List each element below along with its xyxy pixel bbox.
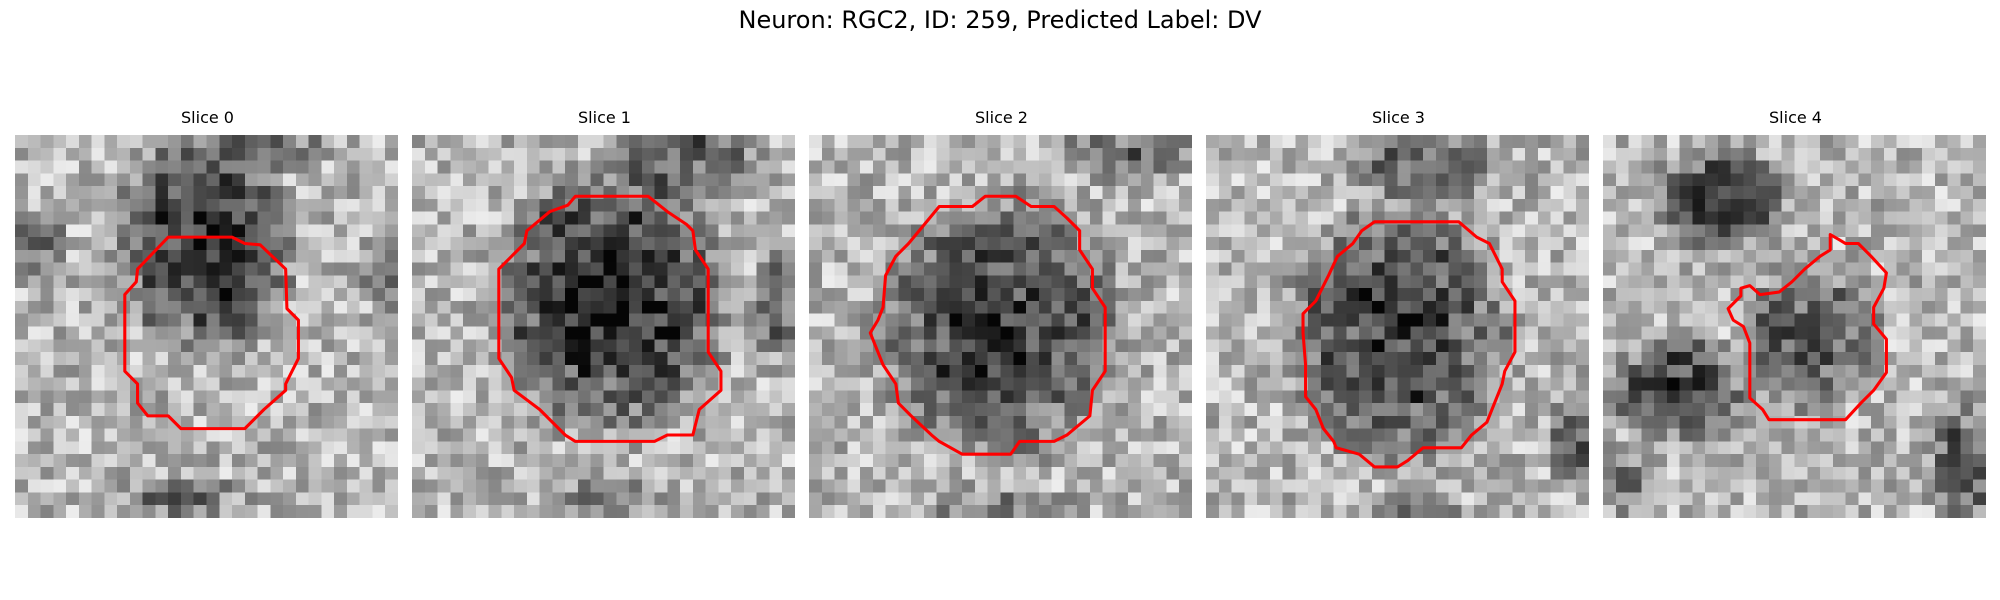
pixel-grid: [1206, 135, 1589, 518]
slice-title: Slice 1: [578, 108, 631, 127]
cell-contour: [1301, 220, 1517, 469]
slice-image-3: [1206, 135, 1589, 518]
slice-title: Slice 2: [975, 108, 1028, 127]
pixel-grid: [809, 135, 1192, 518]
cell-contour: [123, 235, 300, 431]
slice-title: Slice 4: [1769, 108, 1822, 127]
cell-contour: [1726, 233, 1888, 422]
pixel-grid: [15, 135, 398, 518]
pixel-grid: [412, 135, 795, 518]
cell-contour: [868, 194, 1107, 456]
slice-image-4: [1603, 135, 1986, 518]
pixel-grid: [1603, 135, 1986, 518]
cell-contour: [497, 194, 723, 443]
slice-image-1: [412, 135, 795, 518]
slice-title: Slice 0: [181, 108, 234, 127]
slice-image-2: [809, 135, 1192, 518]
slice-image-0: [15, 135, 398, 518]
slice-title: Slice 3: [1372, 108, 1425, 127]
figure-title: Neuron: RGC2, ID: 259, Predicted Label: …: [738, 6, 1262, 34]
